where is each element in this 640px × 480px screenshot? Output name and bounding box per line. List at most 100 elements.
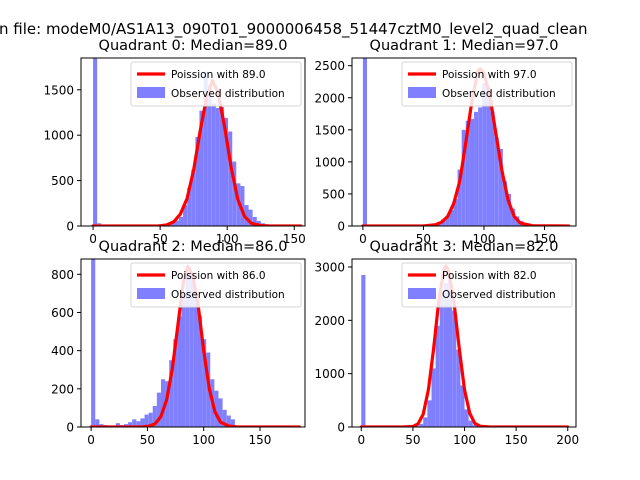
- y-tick-label: 1000: [314, 367, 345, 381]
- histogram-bar: [248, 209, 253, 226]
- histogram-bar: [453, 199, 458, 226]
- legend-bar-swatch: [137, 87, 165, 98]
- x-tick-label: 0: [87, 433, 95, 447]
- y-tick-label: 2500: [314, 59, 345, 73]
- histogram-bar: [218, 398, 223, 427]
- histogram-bar: [148, 412, 153, 427]
- histogram-bar: [443, 283, 448, 427]
- histogram-bar: [228, 131, 233, 226]
- histogram-bar: [174, 220, 179, 226]
- histogram-bar: [193, 297, 198, 427]
- histogram-bar: [474, 111, 479, 226]
- y-tick-label: 1500: [43, 83, 74, 97]
- histogram-bar: [223, 117, 229, 226]
- histogram-bar: [498, 149, 503, 226]
- legend: Poission with 86.0 Observed distribution: [130, 262, 302, 308]
- histogram-bar: [361, 275, 366, 427]
- legend-bar-swatch: [137, 288, 165, 299]
- histogram-bar: [448, 280, 453, 427]
- x-tick-label: 150: [249, 433, 272, 447]
- legend-label: Observed distribution: [171, 289, 285, 301]
- histogram-bar: [181, 293, 186, 427]
- legend-box: [130, 262, 302, 308]
- y-tick-label: 2000: [314, 91, 345, 105]
- legend: Poission with 89.0 Observed distribution: [130, 61, 302, 107]
- histogram-bar: [252, 216, 257, 226]
- histogram-bar: [215, 107, 220, 226]
- histogram-bar: [461, 129, 466, 226]
- histogram-bar: [240, 186, 245, 226]
- y-tick-label: 0: [337, 421, 345, 435]
- legend-label: Poission with 97.0: [442, 69, 537, 81]
- histogram-bar: [460, 385, 465, 427]
- x-tick-label: 0: [89, 232, 97, 246]
- y-tick-label: 600: [51, 306, 74, 320]
- y-tick-label: 1000: [43, 129, 74, 143]
- histogram-bar: [494, 137, 499, 226]
- plot-area: [89, 259, 301, 427]
- axes-frame: [351, 258, 577, 428]
- histogram-bar: [427, 400, 432, 427]
- y-tick-label: 3000: [314, 261, 345, 275]
- subplot-1: Quadrant 1: Median=97.00 50 100 15005001000…: [314, 38, 577, 246]
- histogram-bar: [502, 181, 507, 226]
- histogram-bar: [115, 423, 120, 427]
- subplot-title: Quadrant 3: Median=82.0: [370, 239, 559, 255]
- x-tick-label: 150: [505, 433, 528, 447]
- histogram-bar: [478, 107, 483, 226]
- legend-label: Observed distribution: [442, 289, 556, 301]
- x-tick-label: 50: [152, 232, 167, 246]
- histogram-bar: [419, 423, 424, 427]
- histogram-bar: [449, 209, 454, 226]
- x-tick-label: 100: [216, 232, 239, 246]
- histogram-bar: [183, 205, 188, 226]
- histogram-bar: [468, 420, 473, 427]
- histogram-bar: [179, 216, 184, 226]
- histogram-bar: [197, 316, 203, 427]
- y-tick-label: 1500: [314, 123, 345, 137]
- y-tick-label: 500: [51, 174, 74, 188]
- subplot-title: Quadrant 0: Median=89.0: [99, 38, 288, 54]
- histogram-bar: [160, 379, 166, 427]
- histogram-bar: [93, 58, 98, 226]
- x-tick-label: 150: [283, 232, 306, 246]
- histogram-bar: [414, 425, 420, 427]
- x-tick-label: 100: [453, 433, 476, 447]
- histogram-bar: [486, 86, 491, 226]
- axes-frame: [80, 258, 306, 428]
- y-tick-label: 400: [51, 344, 74, 358]
- legend-bar-swatch: [408, 288, 436, 299]
- histogram-bar: [469, 118, 475, 226]
- histogram-bar: [490, 111, 495, 226]
- legend-box: [401, 61, 573, 107]
- histogram-bar: [189, 274, 194, 427]
- histogram-bar: [202, 339, 207, 427]
- legend-label: Observed distribution: [442, 88, 556, 100]
- x-tick-label: 0: [359, 232, 367, 246]
- x-tick-label: 200: [556, 433, 579, 447]
- histogram-bar: [423, 417, 428, 427]
- histogram-bar: [187, 187, 192, 226]
- y-tick-label: 800: [51, 268, 74, 282]
- histogram-bar: [219, 107, 225, 226]
- histogram-bar: [452, 310, 457, 427]
- x-tick-label: 50: [140, 433, 155, 447]
- axes-frame: [80, 57, 306, 227]
- histogram-bar: [95, 419, 100, 427]
- x-tick-label: 50: [405, 433, 420, 447]
- histogram-bar: [170, 222, 175, 226]
- histogram-bar: [506, 193, 512, 226]
- histogram-bar: [195, 137, 200, 226]
- histogram-bar: [203, 71, 208, 226]
- legend-label: Observed distribution: [171, 88, 285, 100]
- legend: Poission with 97.0 Observed distribution: [401, 61, 573, 107]
- histogram-bar: [431, 368, 436, 427]
- histogram-bar: [472, 424, 477, 427]
- plot-area: [91, 58, 303, 226]
- y-tick-label: 200: [51, 382, 74, 396]
- histogram-bar: [456, 349, 461, 427]
- x-tick-label: 100: [473, 232, 496, 246]
- histogram-bar: [222, 409, 227, 427]
- plot-area: [359, 264, 570, 427]
